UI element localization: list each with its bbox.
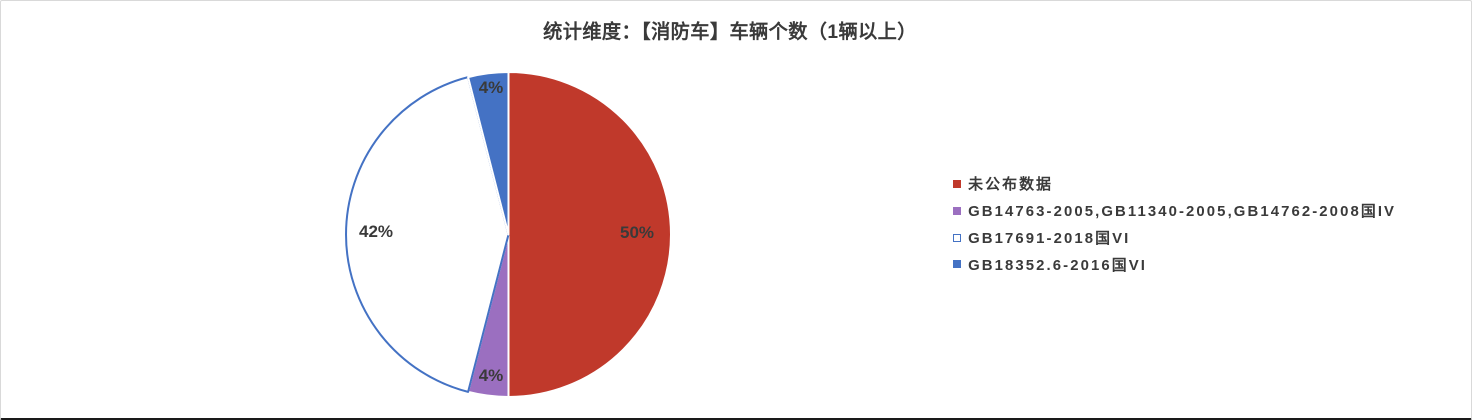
svg-text:50%: 50% [620,223,654,242]
svg-text:42%: 42% [359,222,393,241]
svg-text:4%: 4% [479,366,504,385]
svg-text:4%: 4% [479,78,504,97]
